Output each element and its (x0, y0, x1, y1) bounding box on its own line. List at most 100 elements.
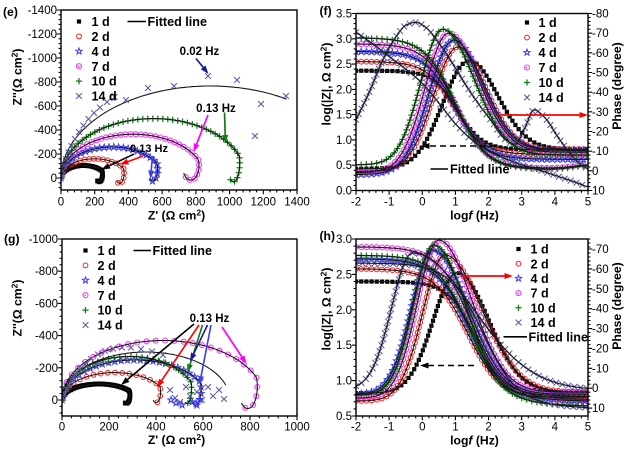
svg-text:-1000: -1000 (29, 234, 58, 246)
svg-text:logf (Hz): logf (Hz) (450, 434, 499, 448)
svg-text:2 d: 2 d (98, 259, 116, 273)
svg-text:-80: -80 (592, 9, 609, 21)
svg-text:Z' (Ω cm2): Z' (Ω cm2) (148, 432, 205, 447)
svg-text:-800: -800 (35, 266, 58, 278)
svg-text:7 d: 7 d (98, 289, 116, 303)
svg-text:600: 600 (153, 197, 172, 209)
svg-text:5: 5 (585, 422, 591, 434)
svg-text:7 d: 7 d (539, 61, 557, 75)
svg-text:-40: -40 (592, 87, 609, 99)
svg-text:-400: -400 (35, 331, 58, 343)
svg-text:Fitted line: Fitted line (450, 163, 509, 177)
svg-text:5: 5 (585, 197, 591, 209)
svg-text:-10: -10 (592, 363, 609, 375)
svg-text:1 d: 1 d (531, 243, 549, 257)
svg-text:Fitted line: Fitted line (529, 330, 588, 344)
svg-text:4 d: 4 d (98, 274, 116, 288)
svg-text:800: 800 (186, 197, 205, 209)
svg-text:1 d: 1 d (539, 16, 557, 30)
svg-text:0: 0 (592, 383, 598, 395)
svg-text:2 d: 2 d (539, 31, 557, 45)
svg-text:1 d: 1 d (98, 244, 116, 258)
svg-text:Phase (degree): Phase (degree) (610, 262, 624, 349)
svg-text:200: 200 (99, 422, 118, 434)
svg-text:600: 600 (193, 422, 212, 434)
svg-text:logf (Hz): logf (Hz) (450, 209, 499, 223)
svg-text:10 d: 10 d (98, 304, 123, 318)
svg-text:-20: -20 (592, 343, 609, 355)
svg-text:14 d: 14 d (98, 319, 123, 333)
svg-text:14 d: 14 d (531, 316, 556, 330)
svg-text:1.5: 1.5 (336, 340, 352, 352)
svg-text:-50: -50 (592, 284, 609, 296)
svg-text:-30: -30 (592, 107, 609, 119)
svg-text:1000: 1000 (217, 197, 243, 209)
svg-text:2.0: 2.0 (336, 84, 352, 96)
svg-text:0.0: 0.0 (336, 186, 352, 198)
svg-text:2 d: 2 d (531, 257, 549, 271)
svg-text:4: 4 (552, 197, 559, 209)
svg-text:3: 3 (519, 422, 525, 434)
svg-text:0.13 Hz: 0.13 Hz (196, 103, 236, 115)
svg-text:7 d: 7 d (531, 287, 549, 301)
svg-text:800: 800 (240, 422, 259, 434)
svg-text:-60: -60 (592, 48, 609, 60)
svg-text:1.0: 1.0 (336, 376, 352, 388)
svg-text:2: 2 (485, 422, 491, 434)
svg-text:4: 4 (552, 422, 559, 434)
svg-text:log(|Z|, Ω cm2): log(|Z|, Ω cm2) (319, 268, 334, 351)
svg-text:10 d: 10 d (531, 301, 556, 315)
svg-text:-2: -2 (351, 422, 361, 434)
svg-text:(g): (g) (4, 232, 20, 246)
svg-text:7 d: 7 d (92, 60, 110, 74)
svg-text:Z''(Ω cm2): Z''(Ω cm2) (10, 280, 25, 337)
svg-text:1 d: 1 d (92, 15, 110, 29)
svg-text:200: 200 (85, 197, 104, 209)
svg-text:-1: -1 (384, 197, 394, 209)
svg-text:-10: -10 (592, 146, 609, 158)
svg-text:0: 0 (59, 422, 65, 434)
svg-text:1.5: 1.5 (336, 110, 352, 122)
svg-text:3: 3 (519, 197, 525, 209)
svg-text:14 d: 14 d (92, 90, 117, 104)
svg-text:3.0: 3.0 (336, 234, 352, 246)
svg-text:0.13 Hz: 0.13 Hz (130, 143, 168, 155)
svg-text:14 d: 14 d (539, 91, 564, 105)
svg-text:-1400: -1400 (28, 5, 57, 17)
svg-text:1400: 1400 (284, 197, 310, 209)
svg-text:-800: -800 (34, 77, 57, 89)
svg-text:-30: -30 (592, 324, 609, 336)
svg-text:1000: 1000 (284, 422, 310, 434)
svg-text:2 d: 2 d (92, 30, 110, 44)
svg-text:0: 0 (419, 197, 425, 209)
svg-text:0: 0 (592, 166, 598, 178)
svg-text:-2: -2 (351, 197, 361, 209)
svg-text:0: 0 (419, 422, 425, 434)
svg-text:3.0: 3.0 (336, 34, 352, 46)
svg-text:2.5: 2.5 (336, 269, 352, 281)
svg-text:4 d: 4 d (92, 45, 110, 59)
svg-text:-40: -40 (592, 304, 609, 316)
svg-text:10: 10 (592, 403, 605, 415)
svg-text:Fitted line: Fitted line (148, 15, 207, 29)
svg-text:-200: -200 (35, 363, 58, 375)
svg-text:1200: 1200 (250, 197, 276, 209)
svg-text:0: 0 (52, 395, 58, 407)
svg-text:-70: -70 (592, 244, 609, 256)
svg-text:Fitted line: Fitted line (153, 244, 212, 258)
svg-text:log(|Z|, Ω cm2): log(|Z|, Ω cm2) (319, 43, 334, 126)
svg-text:-600: -600 (34, 101, 57, 113)
svg-text:1.0: 1.0 (336, 135, 352, 147)
svg-text:10: 10 (592, 186, 605, 198)
svg-text:1: 1 (452, 422, 458, 434)
svg-text:Z' (Ω cm2): Z' (Ω cm2) (148, 208, 205, 223)
svg-text:1: 1 (452, 197, 458, 209)
svg-text:-60: -60 (592, 264, 609, 276)
svg-text:-1200: -1200 (28, 29, 57, 41)
svg-text:Phase (degree): Phase (degree) (610, 42, 624, 129)
svg-text:400: 400 (146, 422, 165, 434)
svg-text:2.5: 2.5 (336, 59, 352, 71)
svg-text:0.5: 0.5 (336, 160, 352, 172)
svg-text:10 d: 10 d (539, 76, 564, 90)
svg-text:-20: -20 (592, 127, 609, 139)
